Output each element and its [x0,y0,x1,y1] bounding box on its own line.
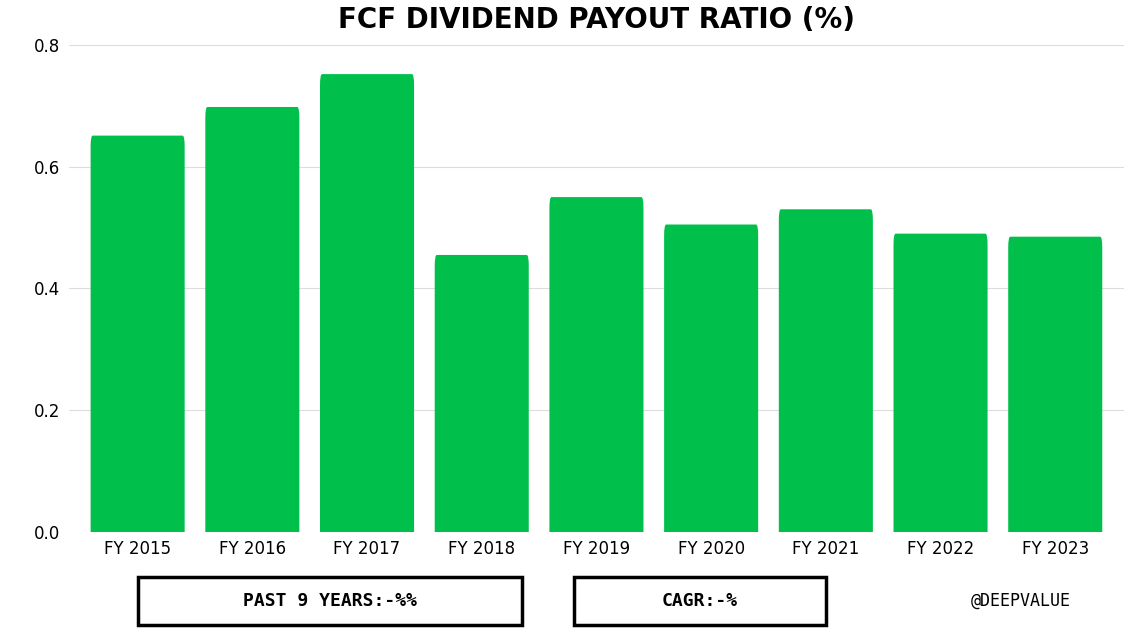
FancyBboxPatch shape [320,74,414,543]
FancyBboxPatch shape [664,224,758,543]
FancyBboxPatch shape [894,233,988,543]
FancyBboxPatch shape [1008,237,1102,543]
Title: FCF DIVIDEND PAYOUT RATIO (%): FCF DIVIDEND PAYOUT RATIO (%) [338,6,855,34]
FancyBboxPatch shape [91,136,185,543]
Text: PAST 9 YEARS:-%%: PAST 9 YEARS:-%% [243,592,416,610]
FancyBboxPatch shape [779,209,873,543]
Text: @DEEPVALUE: @DEEPVALUE [970,592,1071,610]
Text: CAGR:-%: CAGR:-% [662,592,738,610]
FancyBboxPatch shape [435,255,529,543]
FancyBboxPatch shape [549,197,643,543]
FancyBboxPatch shape [205,107,299,543]
